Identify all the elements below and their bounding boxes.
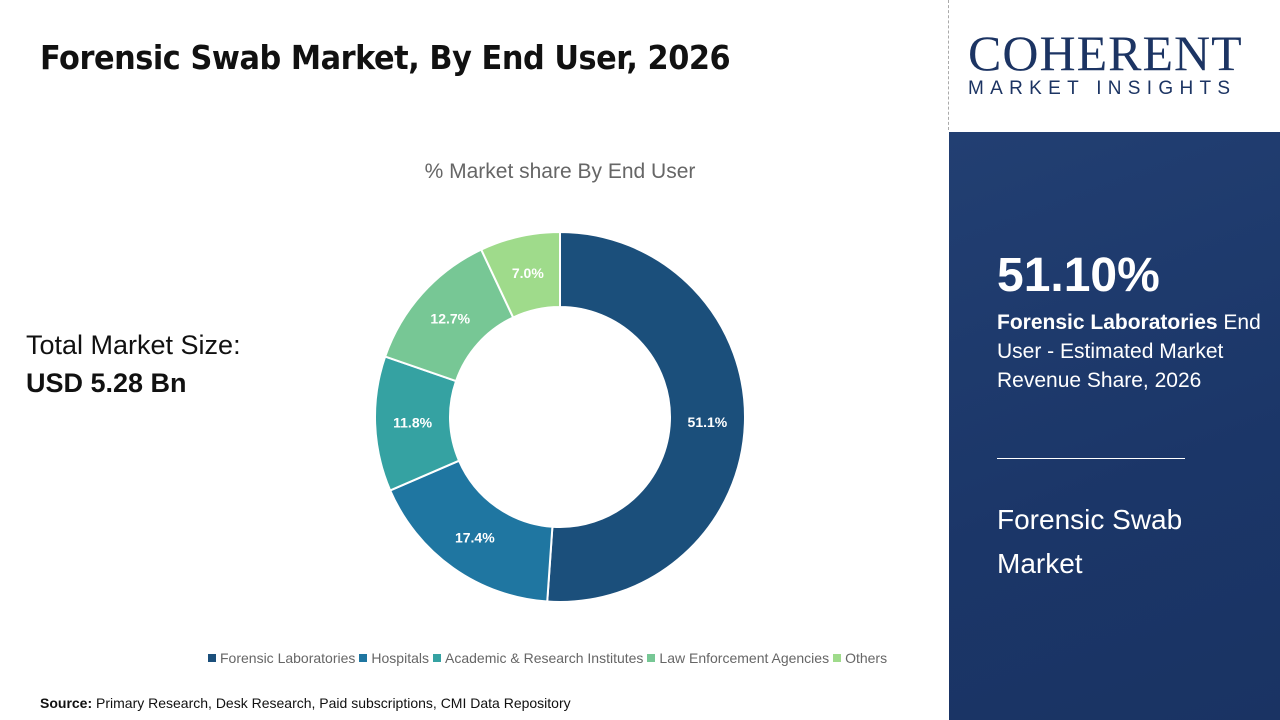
source-label: Source: xyxy=(40,695,93,711)
legend-swatch xyxy=(208,654,216,662)
legend-item: Law Enforcement Agencies xyxy=(647,650,829,666)
highlight-percent: 51.10% xyxy=(997,249,1160,302)
legend-label: Forensic Laboratories xyxy=(220,650,356,666)
legend-swatch xyxy=(433,654,441,662)
legend-item: Forensic Laboratories xyxy=(208,650,355,666)
legend-label: Law Enforcement Agencies xyxy=(659,650,830,666)
legend-item: Academic & Research Institutes xyxy=(433,650,643,666)
page-title: Forensic Swab Market, By End User, 2026 xyxy=(40,38,731,77)
logo-tagline: MARKET INSIGHTS xyxy=(968,78,1237,99)
legend-swatch xyxy=(833,654,842,662)
total-value: USD 5.28 Bn xyxy=(26,368,187,398)
data-label: 51.1% xyxy=(688,414,728,430)
logo-brand: COHERENT xyxy=(968,25,1243,81)
chart-title: % Market share By End User xyxy=(424,160,696,183)
data-label: 7.0% xyxy=(512,265,544,281)
market-name: Forensic Swab Market xyxy=(997,504,1183,579)
donut-chart: 51.1% 17.4% 11.8% 12.7% 7.0% xyxy=(374,230,747,603)
divider xyxy=(948,0,949,130)
legend-label: Others xyxy=(845,650,888,666)
total-market-size: Total Market Size: USD 5.28 Bn xyxy=(26,326,241,402)
data-label: 11.8% xyxy=(393,415,432,431)
data-label: 12.7% xyxy=(430,310,470,326)
donut-slice xyxy=(546,230,747,603)
legend-item: Others xyxy=(833,650,887,666)
highlight-segment: Forensic Laboratories xyxy=(997,311,1218,334)
highlight-description: Forensic Laboratories End User - Estimat… xyxy=(997,308,1267,395)
logo: COHERENT MARKET INSIGHTS xyxy=(968,28,1243,100)
source-note: Source: Primary Research, Desk Research,… xyxy=(40,695,571,711)
panel-divider xyxy=(997,458,1185,459)
highlight-desc-text: End User - Estimated Market Revenue Shar… xyxy=(997,311,1261,392)
highlight-panel: 51.10% Forensic Laboratories End User - … xyxy=(949,132,1280,720)
donut-slice xyxy=(479,230,561,319)
legend-swatch xyxy=(647,654,656,662)
legend: Forensic Laboratories Hospitals Academic &… xyxy=(208,650,891,666)
legend-label: Hospitals xyxy=(371,650,429,666)
legend-item: Hospitals xyxy=(359,650,429,666)
source-text: Primary Research, Desk Research, Paid su… xyxy=(92,695,571,711)
total-label: Total Market Size: xyxy=(26,330,241,360)
legend-label: Academic & Research Institutes xyxy=(445,650,644,666)
legend-swatch xyxy=(359,654,368,662)
data-label: 17.4% xyxy=(455,529,495,545)
